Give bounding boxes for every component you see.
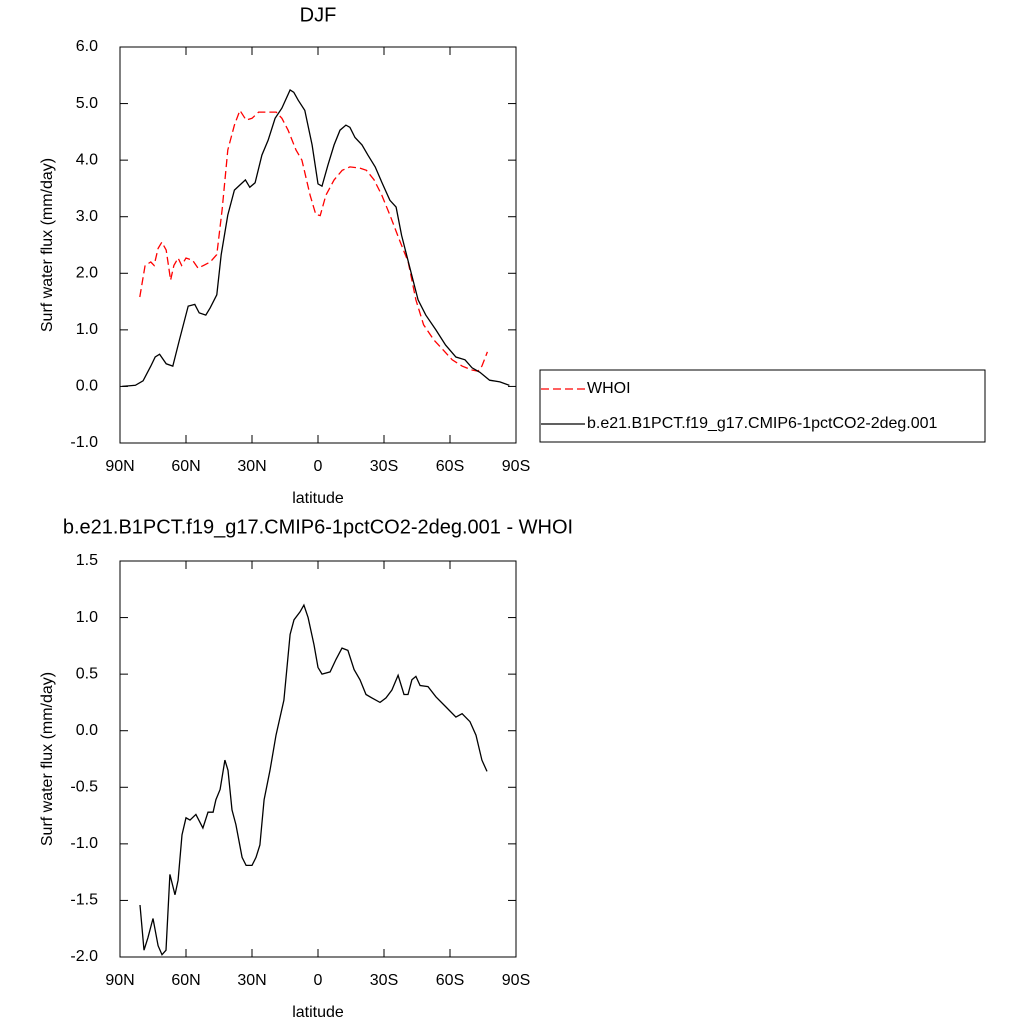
plot-frame bbox=[119, 46, 517, 444]
y-axis-label: Surf water flux (mm/day) bbox=[39, 672, 56, 846]
y-tick-label: 0.0 bbox=[76, 722, 98, 739]
x-tick-label: 30S bbox=[370, 972, 398, 989]
legend-label: b.e21.B1PCT.f19_g17.CMIP6-1pctCO2-2deg.0… bbox=[587, 415, 938, 432]
y-tick-label: -0.5 bbox=[70, 779, 98, 796]
y-tick-label: 1.5 bbox=[76, 552, 98, 569]
legend-label: WHOI bbox=[587, 380, 631, 397]
plot-frame bbox=[119, 560, 517, 958]
data-line bbox=[139, 603, 488, 956]
data-line bbox=[122, 89, 510, 388]
y-axis-label: Surf water flux (mm/day) bbox=[39, 158, 56, 332]
x-axis-label: latitude bbox=[292, 490, 344, 507]
y-tick-label: -2.0 bbox=[70, 948, 98, 965]
x-tick-label: 90N bbox=[105, 458, 134, 475]
x-tick-label: 0 bbox=[314, 972, 323, 989]
x-tick-label: 90S bbox=[502, 458, 530, 475]
chart-title: b.e21.B1PCT.f19_g17.CMIP6-1pctCO2-2deg.0… bbox=[63, 516, 573, 538]
data-line bbox=[139, 108, 489, 372]
x-tick-label: 60N bbox=[171, 458, 200, 475]
y-tick-label: 1.0 bbox=[76, 321, 98, 338]
y-tick-label: -1.0 bbox=[70, 835, 98, 852]
x-tick-label: 90N bbox=[105, 972, 134, 989]
y-tick-label: 6.0 bbox=[76, 38, 98, 55]
y-tick-label: 2.0 bbox=[76, 265, 98, 282]
y-tick-label: 4.0 bbox=[76, 151, 98, 168]
chart-title: DJF bbox=[300, 4, 337, 26]
x-tick-label: 30S bbox=[370, 458, 398, 475]
x-tick-label: 60S bbox=[436, 458, 464, 475]
x-tick-label: 30N bbox=[237, 972, 266, 989]
y-tick-label: 0.5 bbox=[76, 665, 98, 682]
y-tick-label: 0.0 bbox=[76, 378, 98, 395]
x-tick-label: 0 bbox=[314, 458, 323, 475]
y-tick-label: -1.5 bbox=[70, 892, 98, 909]
y-tick-label: 1.0 bbox=[76, 609, 98, 626]
x-tick-label: 30N bbox=[237, 458, 266, 475]
x-tick-label: 60S bbox=[436, 972, 464, 989]
x-axis-label: latitude bbox=[292, 1004, 344, 1021]
y-tick-label: -1.0 bbox=[70, 434, 98, 451]
legend-box bbox=[539, 369, 986, 443]
y-tick-label: 5.0 bbox=[76, 95, 98, 112]
x-tick-label: 60N bbox=[171, 972, 200, 989]
y-tick-label: 3.0 bbox=[76, 208, 98, 225]
x-tick-label: 90S bbox=[502, 972, 530, 989]
